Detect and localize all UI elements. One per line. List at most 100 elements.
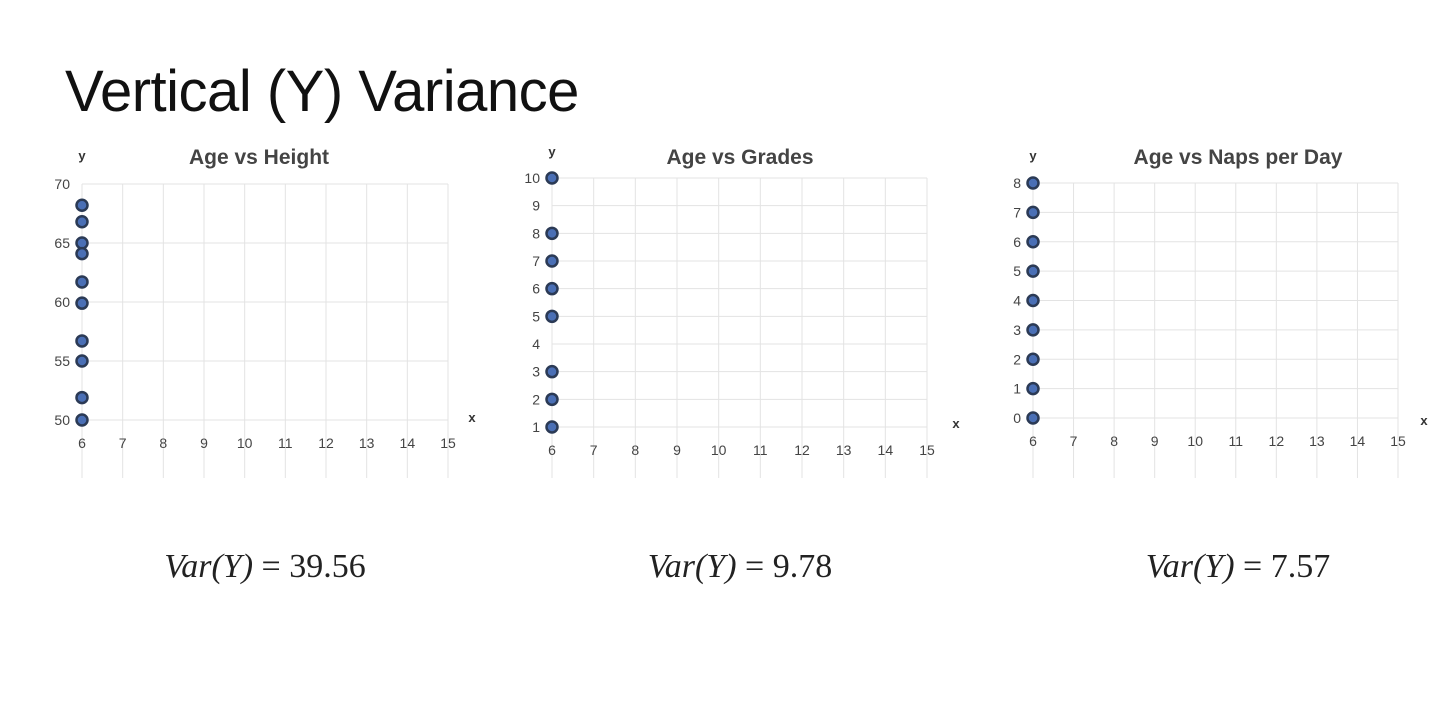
data-point <box>1026 323 1040 337</box>
data-point <box>75 390 89 405</box>
x-tick-label: 13 <box>836 442 852 458</box>
y-tick-label: 7 <box>1013 204 1021 220</box>
formula-arg: (Y) <box>211 548 254 585</box>
formula-value: = 9.78 <box>736 548 833 585</box>
y-tick-label: 1 <box>1013 381 1021 397</box>
x-tick-label: 12 <box>318 435 334 451</box>
formula-var: Var <box>1145 548 1193 585</box>
x-tick-label: 8 <box>1110 433 1118 449</box>
data-point <box>545 254 559 268</box>
data-point <box>75 334 89 348</box>
x-tick-label: 9 <box>200 435 208 451</box>
x-tick-label: 12 <box>1269 433 1285 449</box>
y-tick-label: 9 <box>532 198 540 214</box>
data-point <box>75 354 89 368</box>
y-tick-label: 3 <box>1013 322 1021 338</box>
data-point <box>75 236 89 250</box>
x-tick-label: 10 <box>1187 433 1203 449</box>
y-tick-label: 50 <box>54 412 70 428</box>
data-point <box>545 420 559 434</box>
y-tick-label: 2 <box>532 391 540 407</box>
y-tick-label: 60 <box>54 294 70 310</box>
formula-arg: (Y) <box>694 548 737 585</box>
data-point <box>1026 264 1040 278</box>
y-tick-label: 0 <box>1013 410 1021 426</box>
data-point <box>75 246 89 261</box>
data-point <box>1026 352 1040 366</box>
variance-formula-naps: Var(Y) = 7.57 <box>1048 548 1428 586</box>
data-point <box>75 275 89 289</box>
y-axis-label: y <box>1029 148 1037 163</box>
formula-value: = 7.57 <box>1234 548 1331 585</box>
y-tick-label: 4 <box>532 336 540 352</box>
y-tick-label: 10 <box>524 170 540 186</box>
y-tick-label: 4 <box>1013 293 1021 309</box>
x-tick-label: 8 <box>159 435 167 451</box>
x-tick-label: 13 <box>1309 433 1325 449</box>
x-axis-label: x <box>1420 413 1428 428</box>
data-point <box>545 171 559 185</box>
x-tick-label: 6 <box>78 435 86 451</box>
data-point <box>75 296 89 310</box>
data-point <box>545 392 559 407</box>
y-tick-label: 55 <box>54 353 70 369</box>
data-point <box>1026 235 1040 249</box>
x-tick-label: 9 <box>1151 433 1159 449</box>
x-tick-label: 15 <box>1390 433 1406 449</box>
x-tick-label: 14 <box>400 435 416 451</box>
x-tick-label: 14 <box>1350 433 1366 449</box>
x-tick-label: 7 <box>590 442 598 458</box>
y-tick-label: 1 <box>532 419 540 435</box>
y-tick-label: 65 <box>54 235 70 251</box>
data-point <box>545 364 559 379</box>
chart-title: Age vs Height <box>189 146 329 169</box>
data-point <box>1026 205 1040 220</box>
slide-title: Vertical (Y) Variance <box>65 59 579 124</box>
x-tick-label: 13 <box>359 435 375 451</box>
x-tick-label: 8 <box>631 442 639 458</box>
y-tick-label: 6 <box>1013 234 1021 250</box>
x-tick-label: 11 <box>1229 433 1244 449</box>
y-tick-label: 7 <box>532 253 540 269</box>
x-axis-label: x <box>468 410 476 425</box>
x-tick-label: 6 <box>548 442 556 458</box>
data-point <box>75 215 89 229</box>
formula-var: Var <box>164 548 212 585</box>
x-tick-label: 10 <box>237 435 253 451</box>
data-point <box>1026 411 1040 425</box>
y-tick-label: 6 <box>532 281 540 297</box>
formula-arg: (Y) <box>1192 548 1235 585</box>
x-axis-label: x <box>952 416 960 431</box>
x-tick-label: 9 <box>673 442 681 458</box>
formula-value: = 39.56 <box>253 548 366 585</box>
x-tick-label: 12 <box>794 442 810 458</box>
x-tick-label: 14 <box>878 442 894 458</box>
chart-age-vs-height: 50 55 60 65 70 6 7 8 9 10 11 12 13 14 15 Age vs Height y… <box>54 146 476 478</box>
x-tick-label: 15 <box>919 442 935 458</box>
y-tick-label: 70 <box>54 176 70 192</box>
data-point <box>1026 176 1040 190</box>
y-axis-label: y <box>78 148 86 163</box>
x-tick-label: 10 <box>711 442 727 458</box>
data-point <box>1026 293 1040 308</box>
data-point <box>545 226 559 241</box>
chart-title: Age vs Grades <box>666 146 813 169</box>
y-tick-label: 8 <box>1013 175 1021 191</box>
x-tick-label: 15 <box>440 435 456 451</box>
x-tick-label: 6 <box>1029 433 1037 449</box>
y-tick-label: 8 <box>532 225 540 241</box>
data-point <box>75 413 89 427</box>
data-point <box>545 309 559 324</box>
chart-title: Age vs Naps per Day <box>1134 146 1343 169</box>
y-tick-label: 3 <box>532 364 540 380</box>
formula-var: Var <box>647 548 695 585</box>
variance-formula-height: Var(Y) = 39.56 <box>75 548 455 586</box>
data-point <box>75 198 89 212</box>
x-tick-label: 11 <box>278 435 293 451</box>
x-tick-label: 7 <box>119 435 127 451</box>
x-tick-label: 11 <box>753 442 768 458</box>
y-tick-label: 2 <box>1013 351 1021 367</box>
y-axis-label: y <box>548 144 556 159</box>
data-point <box>545 281 559 296</box>
